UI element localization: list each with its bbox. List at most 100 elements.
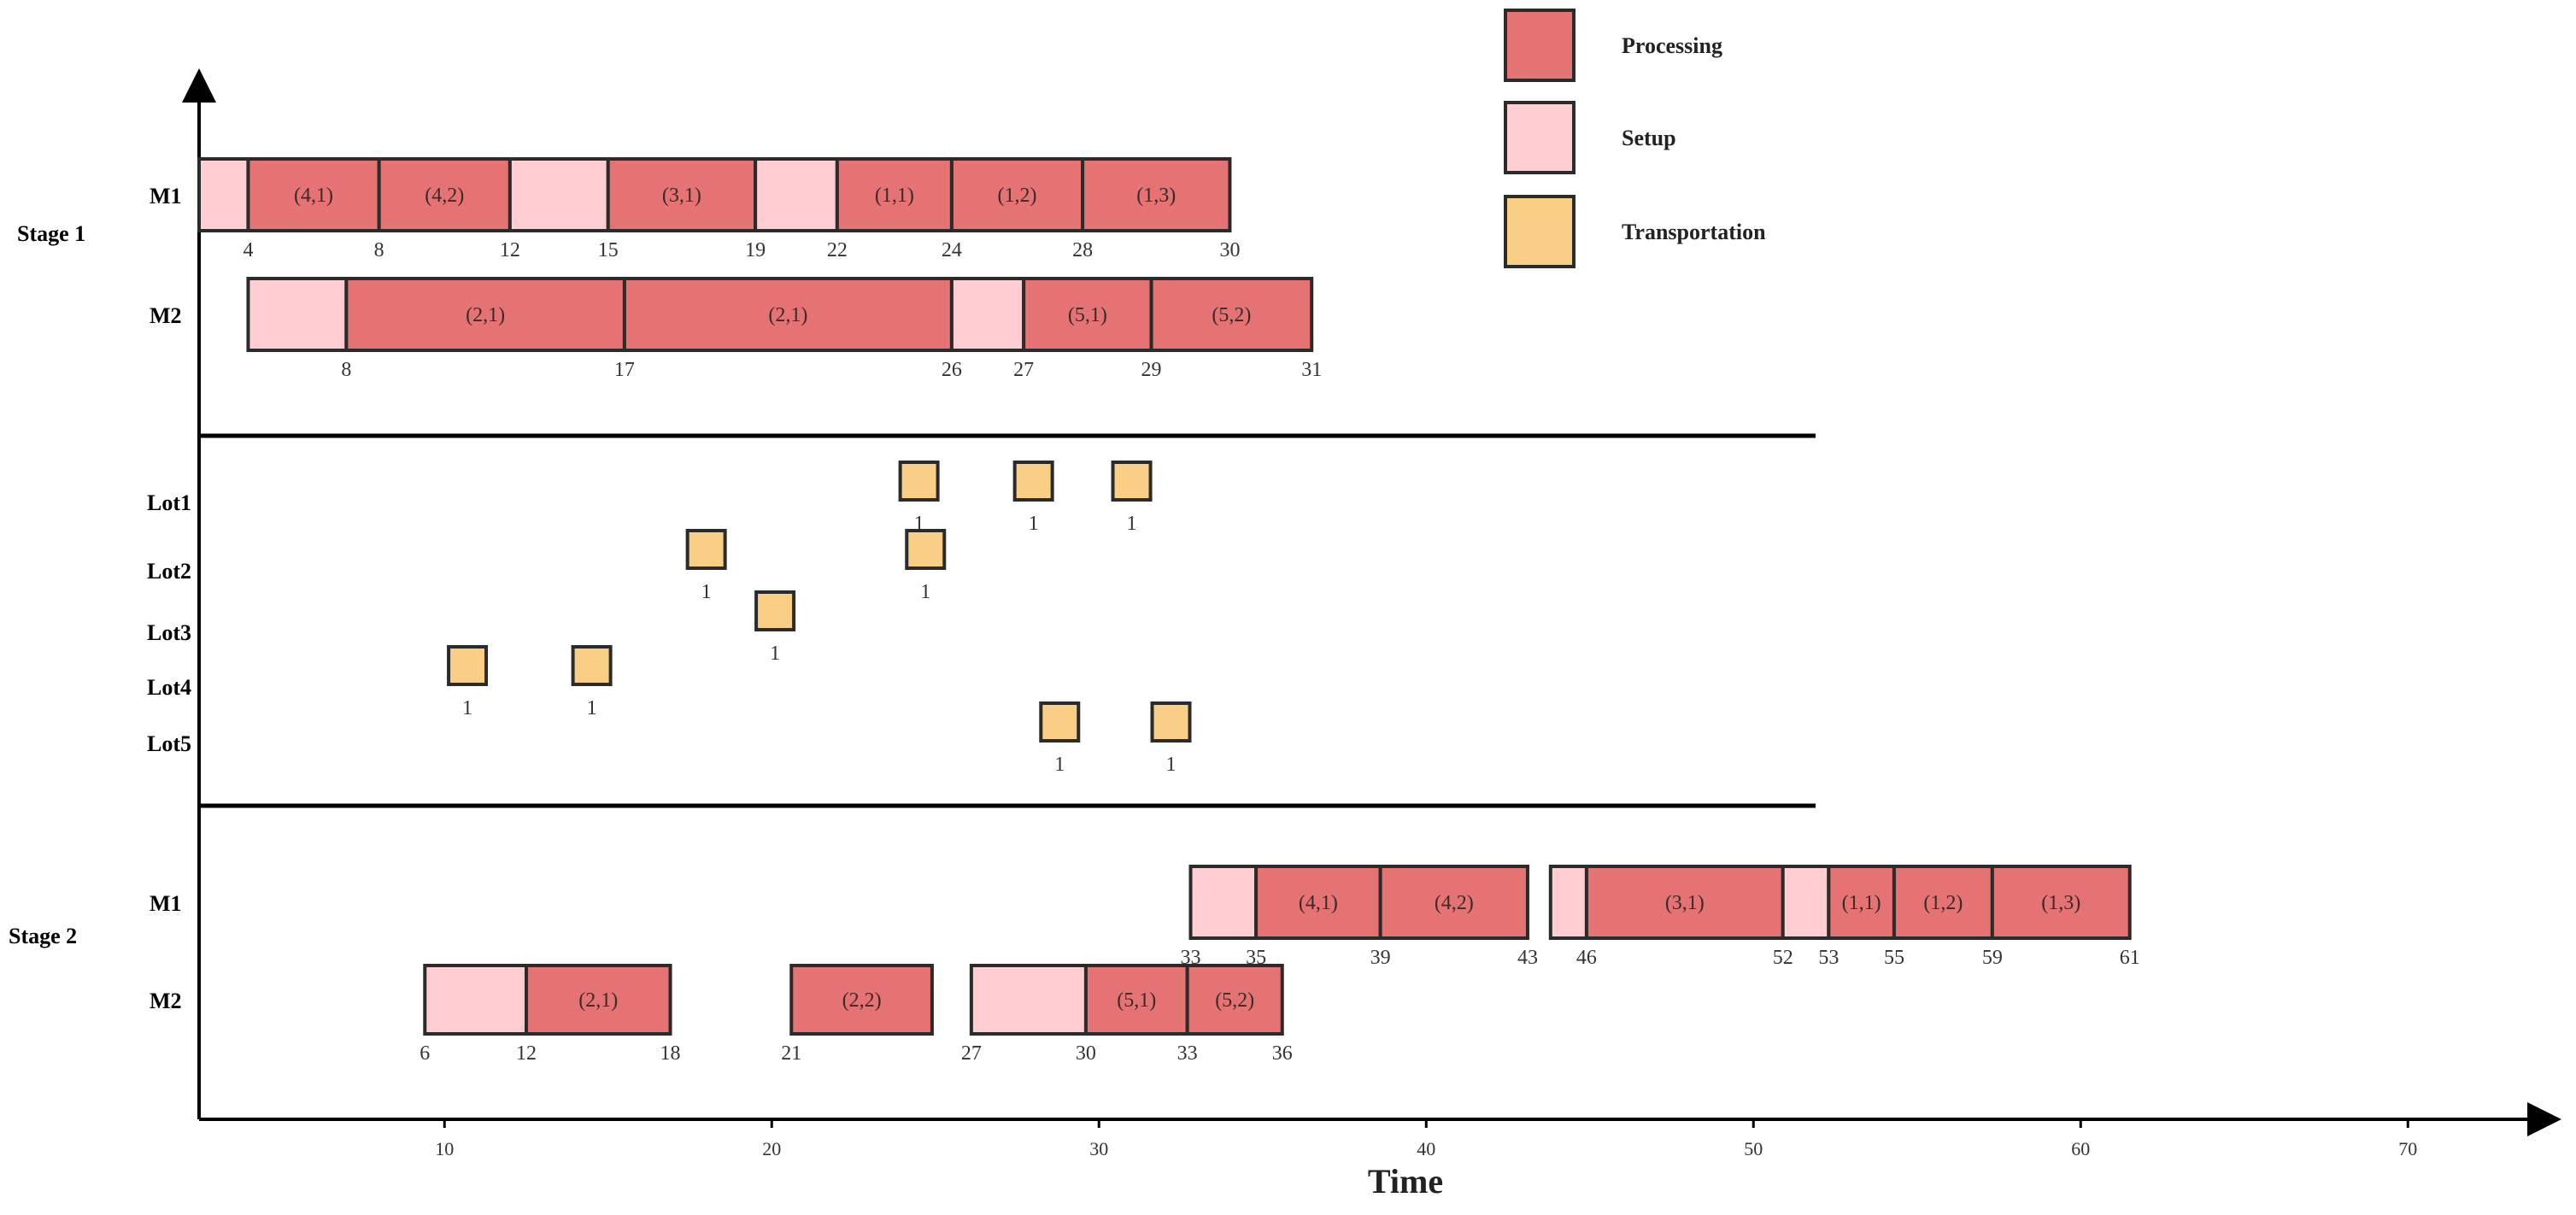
legend-label-setup: Setup (1622, 126, 1676, 150)
time-label: 29 (1141, 359, 1162, 381)
setup-block (197, 157, 250, 232)
operation-label: (1,2) (998, 185, 1037, 207)
operation-label: (3,1) (662, 185, 701, 207)
time-label: 12 (500, 239, 520, 261)
time-label: 52 (1773, 947, 1793, 969)
operation-label: (2,1) (466, 304, 505, 326)
processing-block (622, 277, 954, 352)
legend-label-processing: Processing (1622, 33, 1722, 58)
transport-value: 1 (770, 643, 780, 665)
operation-label: (4,2) (1435, 892, 1474, 914)
processing-block (789, 964, 934, 1036)
machine-label: M1 (150, 184, 182, 208)
time-label: 6 (420, 1042, 430, 1065)
operation-label: (2,1) (768, 304, 807, 326)
x-tick-label: 70 (2398, 1138, 2417, 1159)
processing-block (525, 964, 672, 1036)
setup-block (246, 277, 349, 352)
row-labels: Stage 1 Stage 2 M1 M2 M1 M2 Lot1 Lot2 Lot3 Lot4 Lo… (9, 184, 191, 1013)
machine-label: M2 (150, 989, 182, 1013)
transport-value: 1 (1166, 754, 1177, 776)
transport-block (571, 645, 613, 686)
operation-label: (3,1) (1665, 892, 1705, 914)
setup-block (754, 157, 839, 232)
stage-label: Stage 1 (17, 221, 85, 246)
operation-label: (5,1) (1117, 989, 1156, 1012)
legend-swatch-transportation (1504, 195, 1576, 268)
transport-block (1012, 461, 1054, 502)
x-tick-label: 20 (762, 1138, 781, 1159)
operation-label: (1,2) (1923, 892, 1963, 914)
axes: 10 20 30 40 50 60 70 Time (182, 68, 2561, 1200)
transport-block (1039, 701, 1081, 742)
operation-label: (5,2) (1215, 989, 1254, 1012)
time-label: 12 (516, 1042, 537, 1065)
x-tick-label: 10 (435, 1138, 454, 1159)
processing-block (1149, 277, 1314, 352)
lot-label: Lot5 (147, 731, 191, 756)
transport-value: 1 (1029, 513, 1039, 535)
section-dividers (199, 433, 1816, 808)
transport-markers: 1 1 11 111 11 1 (447, 461, 1192, 776)
time-label: 28 (1072, 239, 1093, 261)
operation-label: (1,3) (1136, 185, 1176, 207)
transport-value: 1 (701, 581, 712, 603)
lot-label: Lot2 (147, 559, 191, 584)
time-label: 19 (745, 239, 766, 261)
legend-swatch-setup (1504, 101, 1576, 174)
time-label: 30 (1219, 239, 1240, 261)
transport-block (905, 529, 947, 570)
operation-label: (5,1) (1068, 304, 1107, 326)
time-label: 43 (1517, 947, 1538, 969)
setup-block (508, 157, 610, 232)
time-label: 18 (660, 1042, 681, 1065)
stage-label: Stage 2 (9, 924, 77, 948)
transport-block (447, 645, 489, 686)
lot-label: Lot1 (147, 490, 191, 515)
time-label: 22 (827, 239, 848, 261)
processing-block (1081, 157, 1232, 232)
operation-label: (4,1) (294, 185, 333, 207)
legend: Processing Setup Transportation (1504, 9, 1766, 268)
processing-block (1083, 964, 1189, 1036)
operation-label: (4,2) (425, 185, 464, 207)
processing-block (1990, 865, 2132, 940)
processing-block (1584, 865, 1785, 940)
time-label: 36 (1272, 1042, 1293, 1065)
time-label: 8 (341, 359, 351, 381)
lot-label: Lot3 (147, 620, 191, 645)
setup-block (969, 964, 1088, 1036)
setup-block (1781, 865, 1831, 940)
machine-label: M1 (150, 891, 182, 916)
processing-block (344, 277, 626, 352)
time-label: 39 (1370, 947, 1391, 969)
transport-block (898, 461, 940, 502)
time-label: 17 (614, 359, 635, 381)
x-tick-label: 40 (1417, 1138, 1435, 1159)
lot-label: Lot4 (147, 675, 191, 700)
time-label: 27 (961, 1042, 982, 1065)
time-label: 55 (1884, 947, 1904, 969)
operation-label: (4,1) (1299, 892, 1338, 914)
processing-block (1185, 964, 1284, 1036)
transport-block (1150, 701, 1192, 742)
time-label: 61 (2120, 947, 2140, 969)
time-label: 26 (942, 359, 962, 381)
transport-value: 1 (1054, 754, 1065, 776)
operation-label: (2,2) (842, 989, 882, 1012)
operation-label: (1,3) (2041, 892, 2080, 914)
processing-block (1378, 865, 1529, 940)
transport-value: 1 (587, 697, 597, 719)
machine-label: M2 (150, 303, 182, 328)
time-label: 33 (1177, 1042, 1198, 1065)
processing-block (949, 157, 1085, 232)
transport-block (754, 590, 796, 631)
x-tick-label: 30 (1089, 1138, 1108, 1159)
time-label: 4 (243, 239, 253, 261)
legend-swatch-processing (1504, 9, 1576, 82)
operation-label: (2,1) (578, 989, 618, 1012)
x-axis-title: Time (1368, 1162, 1443, 1200)
time-label: 46 (1576, 947, 1597, 969)
x-tick-label: 50 (1744, 1138, 1763, 1159)
